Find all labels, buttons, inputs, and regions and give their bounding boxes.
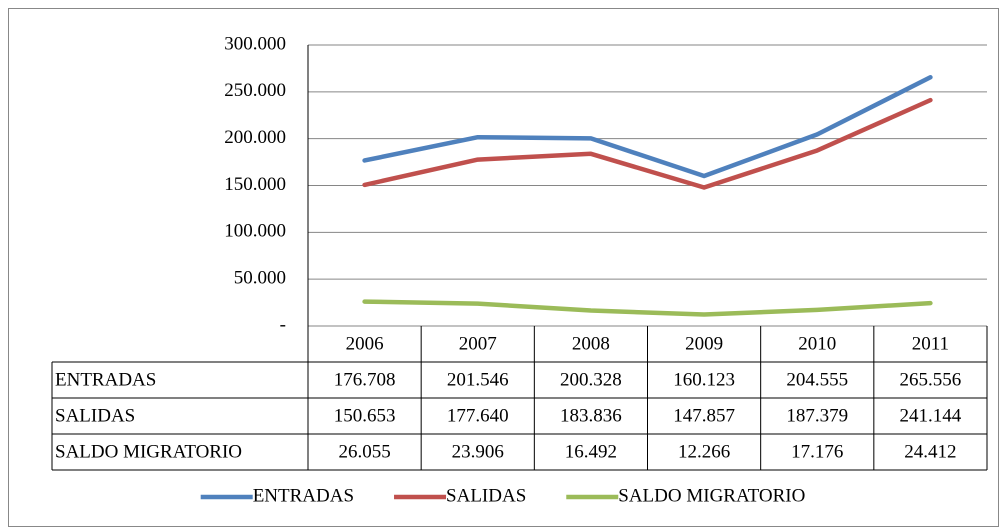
table-row-label: ENTRADAS bbox=[55, 369, 156, 390]
table-row-label: SALDO MIGRATORIO bbox=[55, 441, 242, 462]
y-tick-label: - bbox=[280, 314, 286, 335]
table-cell: 17.176 bbox=[791, 441, 843, 462]
y-tick-label: 300.000 bbox=[224, 33, 286, 54]
table-cell: 26.055 bbox=[338, 441, 390, 462]
table-cell: 201.546 bbox=[447, 369, 509, 390]
table-cell: 183.836 bbox=[560, 405, 622, 426]
table-cell: 16.492 bbox=[565, 441, 617, 462]
series-line bbox=[362, 75, 933, 179]
y-tick-label: 100.000 bbox=[224, 221, 286, 242]
table-cell: 24.412 bbox=[904, 441, 956, 462]
table-cell: 200.328 bbox=[560, 369, 622, 390]
x-tick-label: 2006 bbox=[346, 333, 384, 354]
table-cell: 265.556 bbox=[900, 369, 962, 390]
table-cell: 204.555 bbox=[786, 369, 848, 390]
series-line bbox=[362, 97, 933, 190]
table-cell: 241.144 bbox=[900, 405, 962, 426]
table-cell: 12.266 bbox=[678, 441, 730, 462]
table-row-label: SALIDAS bbox=[55, 405, 135, 426]
table-cell: 176.708 bbox=[334, 369, 396, 390]
x-tick-label: 2009 bbox=[685, 333, 723, 354]
x-tick-label: 2007 bbox=[459, 333, 497, 354]
y-tick-label: 50.000 bbox=[234, 268, 286, 289]
x-tick-label: 2010 bbox=[798, 333, 836, 354]
chart-border bbox=[8, 8, 999, 527]
legend-label: SALIDAS bbox=[446, 485, 526, 506]
legend-label: ENTRADAS bbox=[253, 485, 354, 506]
x-tick-label: 2008 bbox=[572, 333, 610, 354]
y-tick-label: 150.000 bbox=[224, 174, 286, 195]
table-cell: 187.379 bbox=[786, 405, 848, 426]
table-cell: 150.653 bbox=[334, 405, 396, 426]
y-tick-label: 200.000 bbox=[224, 127, 286, 148]
series-line bbox=[362, 299, 933, 317]
table-cell: 177.640 bbox=[447, 405, 509, 426]
table-cell: 23.906 bbox=[452, 441, 504, 462]
table-cell: 160.123 bbox=[673, 369, 735, 390]
table-cell: 147.857 bbox=[673, 405, 735, 426]
x-tick-label: 2011 bbox=[912, 333, 949, 354]
y-tick-label: 250.000 bbox=[224, 80, 286, 101]
legend-label: SALDO MIGRATORIO bbox=[618, 485, 805, 506]
